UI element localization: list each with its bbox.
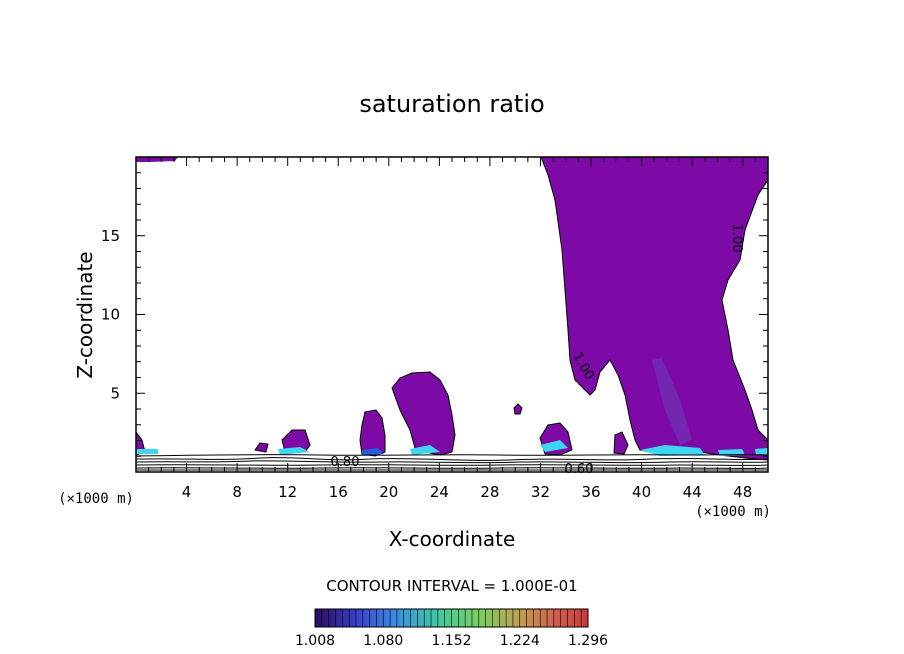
field-cyan-18 <box>362 448 384 455</box>
y-tick-label: 10 <box>101 306 120 324</box>
x-tick-label: 24 <box>430 483 449 501</box>
field-cyan-left <box>136 449 158 454</box>
contour-label: 0.80 <box>331 455 360 470</box>
x-axis-label: X-coordinate <box>389 527 516 551</box>
colorbar-tick-label: 1.224 <box>500 633 540 649</box>
x-tick-label: 16 <box>329 483 348 501</box>
contour-label: 0.60 <box>565 462 594 477</box>
ground-contour-line <box>136 464 768 466</box>
colorbar-tick-label: 1.152 <box>431 633 471 649</box>
field-top-left <box>136 157 178 162</box>
colorbar-tick-label: 1.008 <box>295 633 335 649</box>
field-inner-streak <box>652 358 692 445</box>
y-tick-label: 15 <box>101 227 120 245</box>
x-tick-label: 28 <box>480 483 499 501</box>
colorbar-tick-label: 1.296 <box>568 633 608 649</box>
x-tick-label: 8 <box>232 483 242 501</box>
field-cyan-22 <box>410 445 440 455</box>
x-tick-label: 48 <box>733 483 752 501</box>
field-cell-22 <box>391 371 456 456</box>
contour-labels: 1.00 1.00 0.80 0.60 <box>331 224 744 477</box>
field-top-right <box>540 157 768 461</box>
y-tick-label: 5 <box>110 384 120 402</box>
x-tick-label: 36 <box>581 483 600 501</box>
field-cell-10 <box>254 442 269 453</box>
x-tick-label: 20 <box>379 483 398 501</box>
saturation-fields <box>136 157 768 461</box>
x-axis-unit-right: (×1000 m) <box>695 504 771 520</box>
field-cyan-42 <box>640 445 705 456</box>
contour-label: 1.00 <box>729 224 744 253</box>
ground-contour-line <box>136 460 768 464</box>
y-axis-ticks: 5 10 15 <box>101 172 768 457</box>
x-tick-label: 32 <box>531 483 550 501</box>
field-cyan-33 <box>540 440 568 452</box>
chart-title: saturation ratio <box>359 90 544 118</box>
x-axis-ticks: 4 8 12 16 20 24 28 32 36 40 44 48 <box>148 157 756 501</box>
x-tick-label: 4 <box>182 483 192 501</box>
colorbar-tick-label: 1.080 <box>363 633 403 649</box>
field-cyan-right <box>755 448 768 455</box>
x-tick-label: 40 <box>632 483 651 501</box>
x-tick-label: 44 <box>683 483 702 501</box>
x-axis-unit-left: (×1000 m) <box>58 491 134 507</box>
field-cell-39 <box>613 431 629 455</box>
colorbar-ticks: 1.008 1.080 1.152 1.224 1.296 <box>295 609 608 649</box>
y-axis-label: Z-coordinate <box>73 251 97 378</box>
contour-interval-text: CONTOUR INTERVAL = 1.000E-01 <box>326 577 577 595</box>
field-dot-30 <box>513 403 523 415</box>
ground-contour-line <box>136 457 768 461</box>
x-tick-label: 12 <box>278 483 297 501</box>
ground-contour-line <box>136 454 768 457</box>
field-cyan-13 <box>278 447 310 455</box>
